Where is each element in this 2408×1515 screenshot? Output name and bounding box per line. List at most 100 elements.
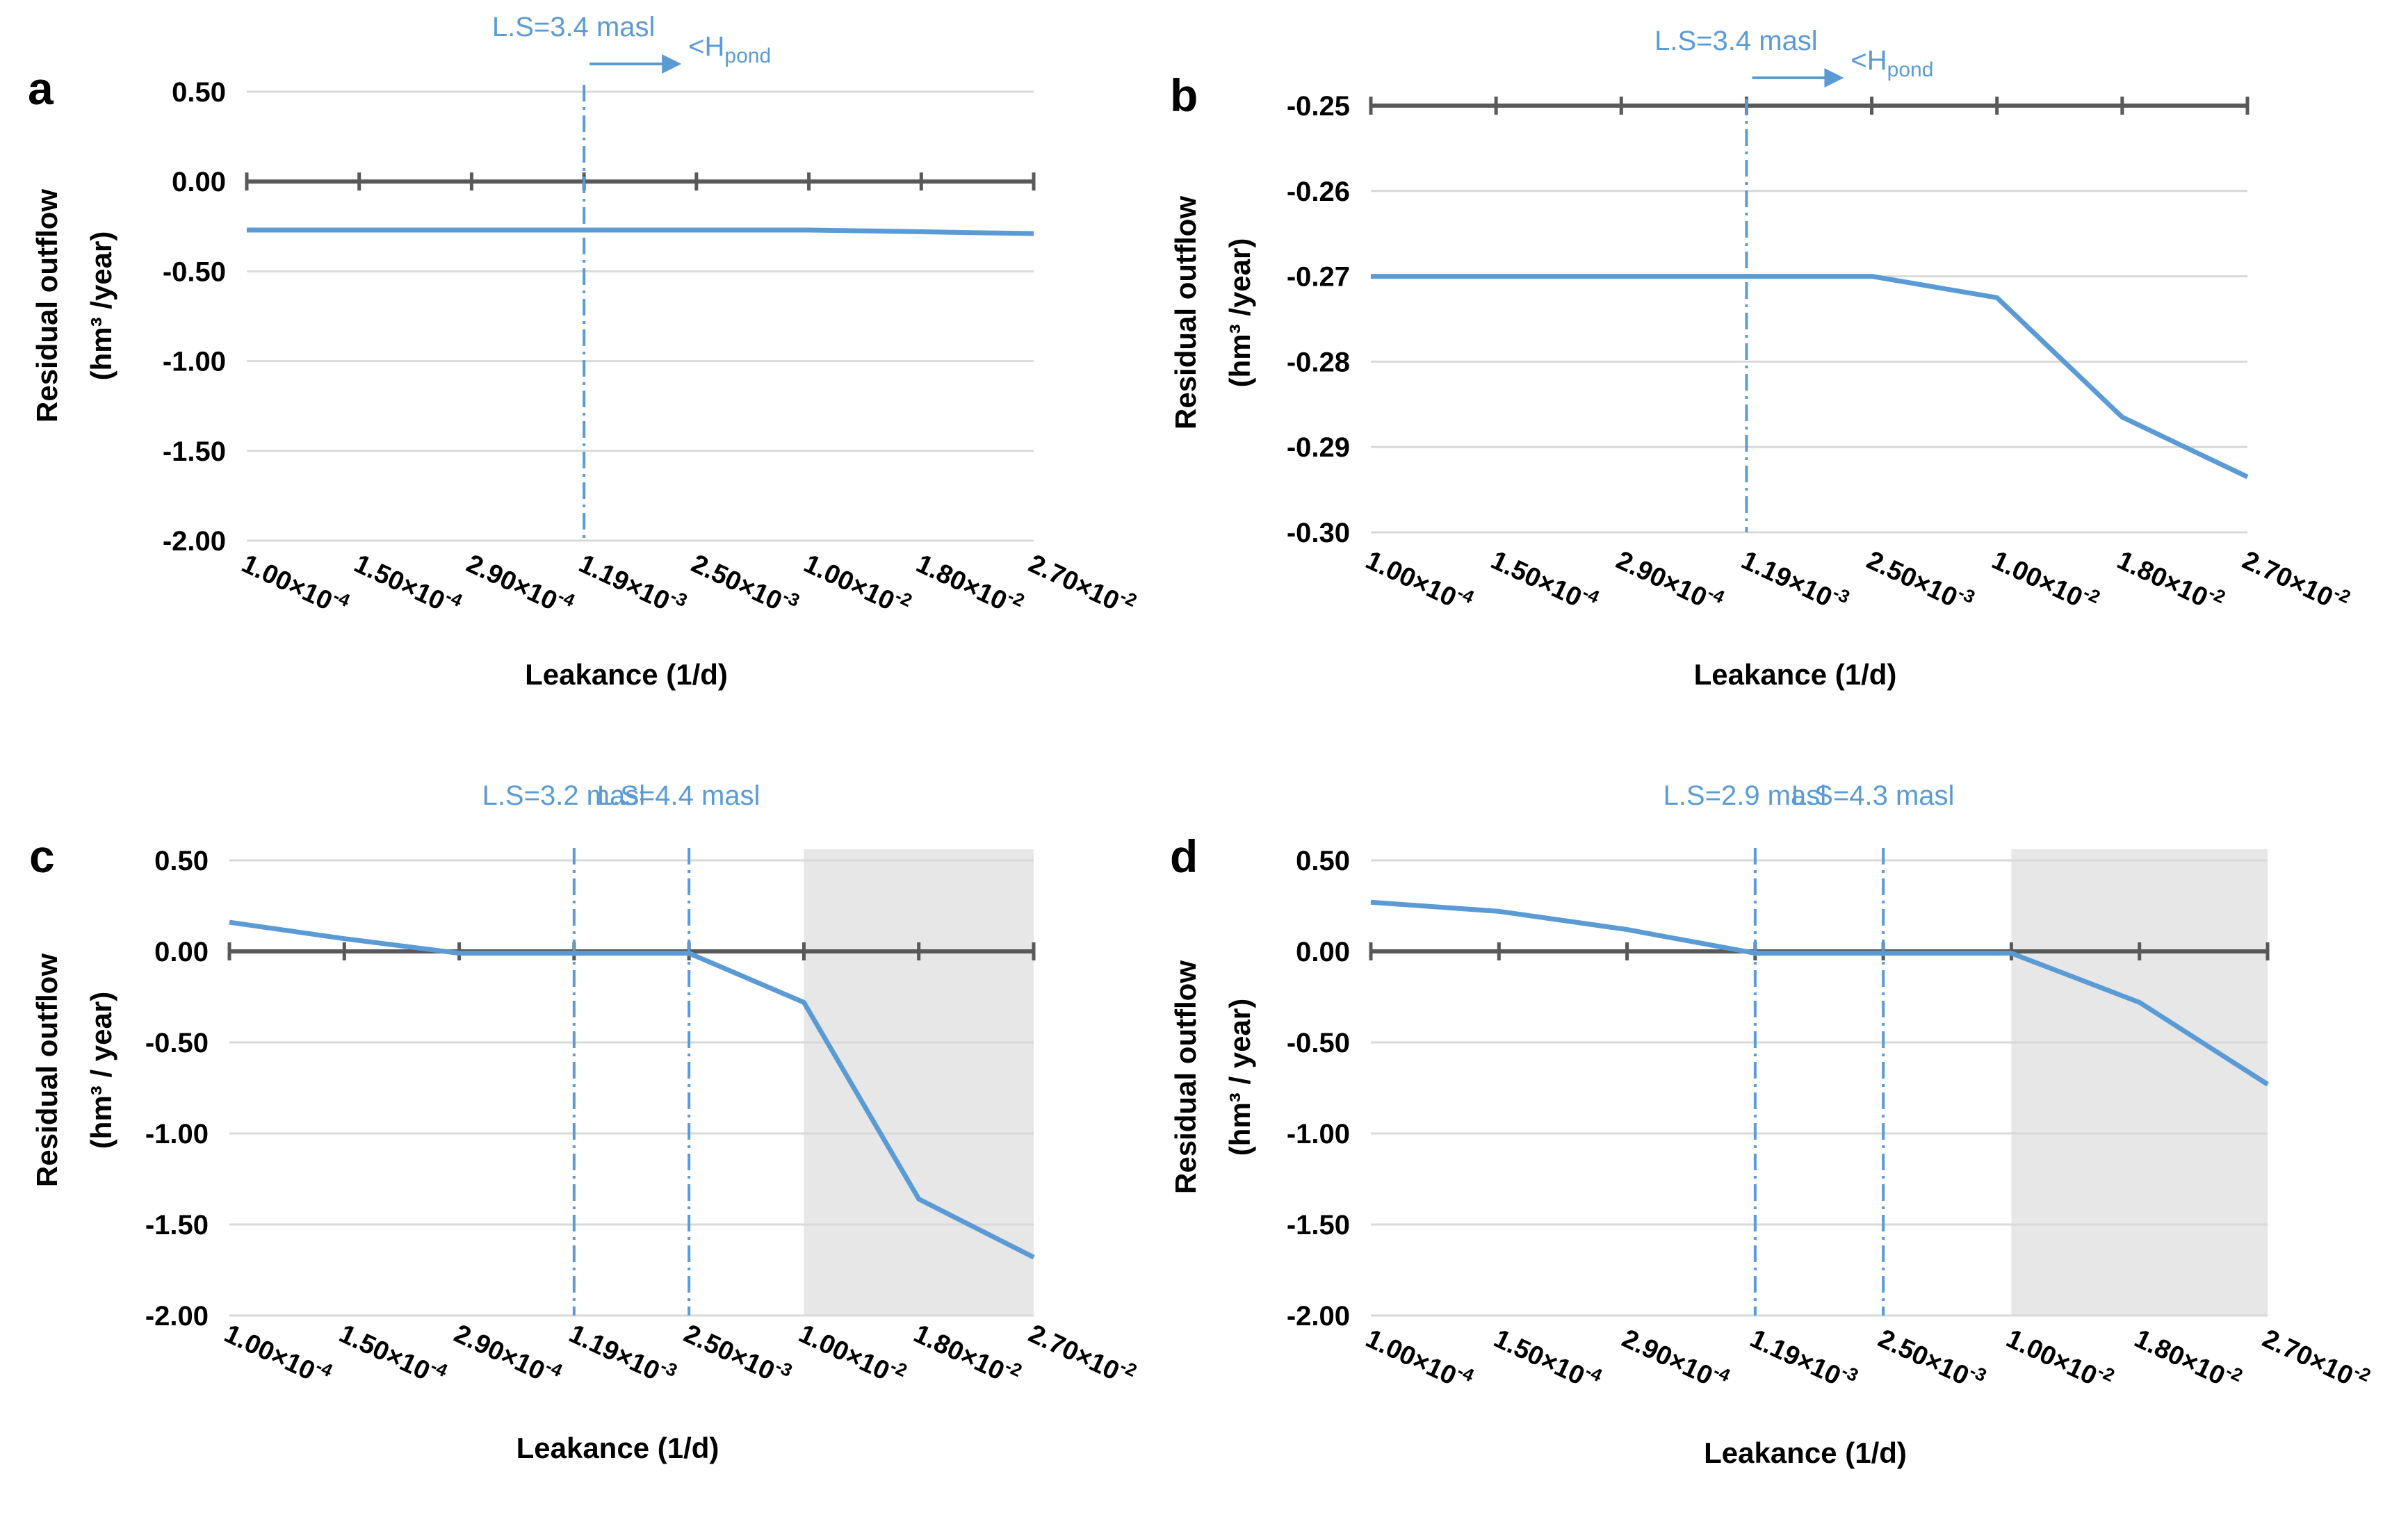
x-tick-mantissa: 1.19×10 [574,549,674,616]
arrow-label-main: <H [1850,45,1887,76]
x-tick-label: 2.70×10-2 [2258,1320,2374,1398]
vertical-marker-label: L.S=3.4 masl [492,12,656,42]
y-tick-label: -1.50 [145,1210,209,1240]
y-axis-label: (hm³ /year) [1223,238,1256,388]
x-tick-label: 1.19×10-3 [574,545,690,623]
y-tick-label: -0.50 [1287,1028,1350,1058]
x-tick-label: 1.50×10-4 [1489,1320,1606,1398]
series-line [247,227,1034,236]
y-tick-label: 0.00 [154,937,209,967]
vertical-marker-label: L.S=2.9 masl [1663,780,1827,811]
x-tick-mantissa: 2.70×10 [1024,549,1123,616]
arrow-head [1824,68,1844,88]
x-tick-label: 1.80×10-2 [2113,541,2229,620]
x-tick-mantissa: 2.50×10 [679,1319,779,1386]
x-tick-mantissa: 1.50×10 [350,549,449,616]
x-tick-mantissa: 2.70×10 [2238,546,2337,613]
y-tick-label: -1.50 [163,436,226,467]
series-line [1371,274,2249,480]
x-tick-label: 2.70×10-2 [1024,545,1140,623]
x-tick-mantissa: 1.00×10 [237,549,336,616]
data-point [343,938,345,940]
x-tick-label: 1.00×10-2 [1987,541,2104,620]
x-tick-mantissa: 1.00×10 [1361,546,1461,613]
x-tick-mantissa: 2.70×10 [1024,1319,1123,1386]
x-tick-label: 2.50×10-3 [1873,1320,1990,1398]
x-tick-label: 2.70×10-2 [2238,541,2354,620]
arrow-label-main: <H [688,31,724,62]
x-tick-mantissa: 1.19×10 [1746,1324,1845,1391]
x-tick-label: 1.00×10-4 [1361,541,1478,620]
y-tick-label: -0.30 [1287,518,1350,548]
x-tick-mantissa: 1.00×10 [1361,1324,1461,1391]
x-axis-label: Leakance (1/d) [1694,658,1897,691]
arrow-label: <Hpond [688,31,771,67]
x-tick-mantissa: 1.19×10 [564,1319,664,1386]
y-tick-label: -0.50 [145,1028,209,1058]
y-axis-label: (hm³ /year) [85,231,117,381]
arrow-label-sub: pond [724,44,771,67]
y-tick-label: -0.25 [1287,91,1350,122]
x-tick-label: 2.50×10-3 [1862,541,1978,620]
shaded-region [804,849,1034,1316]
x-tick-mantissa: 2.90×10 [1611,546,1711,613]
data-point [583,229,585,231]
panel-letter: a [28,63,54,114]
data-point [920,231,922,233]
arrow-label-sub: pond [1887,58,1934,81]
x-tick-mantissa: 1.00×10 [220,1319,319,1386]
panel-a: 0.50 0.00 -0.50 -1.00 -1.50 -2.00 1.00×10-41.5… [28,12,1140,691]
x-tick-label: 1.80×10-2 [2130,1320,2246,1398]
y-axis-label: Residual outflow [1169,196,1202,429]
arrow-head [662,54,682,74]
data-point [808,229,810,231]
y-tick-label: 0.50 [172,77,226,108]
x-axis-label: Leakance (1/d) [516,1432,719,1464]
x-tick-mantissa: 2.90×10 [1618,1324,1717,1391]
x-tick-mantissa: 1.80×10 [2130,1324,2229,1391]
y-tick-label: -2.00 [1287,1301,1350,1332]
y-axis-label: Residual outflow [1169,960,1202,1194]
panel-letter: d [1170,830,1198,882]
x-tick-mantissa: 1.80×10 [909,1319,1009,1386]
data-point [1495,276,1497,277]
panel-c: 0.50 0.00 -0.50 -1.00 -1.50 -2.00 1.00×10-41.5… [29,780,1140,1464]
y-tick-label: 0.00 [1296,937,1350,967]
y-tick-label: -0.26 [1287,177,1350,207]
x-tick-label: 2.90×10-4 [450,1315,567,1393]
y-tick-label: -2.00 [145,1301,209,1332]
y-tick-label: -2.00 [163,526,226,557]
data-point [1370,276,1372,277]
y-axis-label: (hm³ / year) [1223,999,1256,1156]
data-point [1871,276,1873,277]
arrow-label: <Hpond [1850,45,1933,81]
x-axis-label: Leakance (1/d) [1704,1436,1907,1469]
data-point [471,229,472,231]
x-tick-label: 1.00×10-2 [799,545,916,623]
y-axis-label: (hm³ / year) [85,992,117,1149]
x-axis-label: Leakance (1/d) [525,658,728,691]
shaded-region [2011,849,2268,1316]
x-tick-mantissa: 2.90×10 [462,549,562,616]
x-tick-label: 1.00×10-4 [220,1315,336,1393]
x-tick-label: 1.00×10-4 [237,545,354,623]
x-tick-label: 2.70×10-2 [1024,1315,1140,1393]
x-tick-label: 1.19×10-3 [1746,1320,1862,1398]
panel-letter: b [1170,69,1198,121]
x-tick-mantissa: 1.00×10 [1987,546,2087,613]
vertical-marker-label: L.S=4.4 masl [597,780,760,811]
x-tick-label: 1.50×10-4 [1486,541,1603,620]
y-tick-label: -1.00 [1287,1119,1350,1149]
x-tick-label: 1.19×10-3 [564,1315,681,1393]
y-axis-label: Residual outflow [31,189,63,423]
data-point [1996,297,1998,298]
panel-d: 0.50 0.00 -0.50 -1.00 -1.50 -2.00 1.00×10-4 1.5… [1169,780,2374,1469]
data-point [1620,276,1622,277]
series-line [229,919,1035,1260]
x-tick-label: 2.90×10-4 [462,545,579,623]
y-tick-label: -0.27 [1287,262,1350,293]
x-tick-mantissa: 2.90×10 [450,1319,549,1386]
x-tick-mantissa: 1.00×10 [799,549,899,616]
panel-b: -0.25-0.26-0.27-0.28-0.29-0.301.00×10-4 1… [1169,26,2354,691]
